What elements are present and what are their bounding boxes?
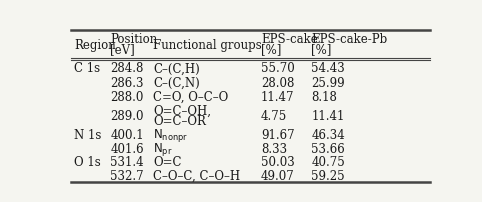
Text: 4.75: 4.75 xyxy=(261,109,287,122)
Text: [eV]: [eV] xyxy=(110,43,135,56)
Text: 289.0: 289.0 xyxy=(110,109,144,122)
Text: 401.6: 401.6 xyxy=(110,142,144,155)
Text: [%]: [%] xyxy=(261,43,281,56)
Text: $\mathrm{N}_{\mathrm{nonpr}}$: $\mathrm{N}_{\mathrm{nonpr}}$ xyxy=(153,126,188,143)
Text: EPS-cake-Pb: EPS-cake-Pb xyxy=(311,33,388,46)
Text: 400.1: 400.1 xyxy=(110,128,144,141)
Text: 288.0: 288.0 xyxy=(110,90,144,103)
Text: 50.03: 50.03 xyxy=(261,156,295,168)
Text: 55.70: 55.70 xyxy=(261,62,295,75)
Text: 8.33: 8.33 xyxy=(261,142,287,155)
Text: 53.66: 53.66 xyxy=(311,142,345,155)
Text: C–(C,H): C–(C,H) xyxy=(153,62,200,75)
Text: [%]: [%] xyxy=(311,43,332,56)
Text: O 1s: O 1s xyxy=(74,156,101,168)
Text: C–(C,N): C–(C,N) xyxy=(153,77,200,90)
Text: EPS-cake: EPS-cake xyxy=(261,33,318,46)
Text: N 1s: N 1s xyxy=(74,128,102,141)
Text: 54.43: 54.43 xyxy=(311,62,345,75)
Text: 49.07: 49.07 xyxy=(261,169,295,182)
Text: $\mathrm{N}_{\mathrm{pr}}$: $\mathrm{N}_{\mathrm{pr}}$ xyxy=(153,140,173,157)
Text: C 1s: C 1s xyxy=(74,62,101,75)
Text: Region: Region xyxy=(74,39,116,52)
Text: C–O–C, C–O–H: C–O–C, C–O–H xyxy=(153,169,241,182)
Text: 286.3: 286.3 xyxy=(110,77,144,90)
Text: 40.75: 40.75 xyxy=(311,156,345,168)
Text: 8.18: 8.18 xyxy=(311,90,337,103)
Text: Functional groups: Functional groups xyxy=(153,39,262,52)
Text: 11.41: 11.41 xyxy=(311,109,345,122)
Text: C=O, O–C–O: C=O, O–C–O xyxy=(153,90,228,103)
Text: 532.7: 532.7 xyxy=(110,169,144,182)
Text: 46.34: 46.34 xyxy=(311,128,345,141)
Text: Position: Position xyxy=(110,33,158,46)
Text: 531.4: 531.4 xyxy=(110,156,144,168)
Text: 28.08: 28.08 xyxy=(261,77,295,90)
Text: O=C–OR: O=C–OR xyxy=(153,115,206,127)
Text: 59.25: 59.25 xyxy=(311,169,345,182)
Text: 284.8: 284.8 xyxy=(110,62,144,75)
Text: 25.99: 25.99 xyxy=(311,77,345,90)
Text: O=C: O=C xyxy=(153,156,182,168)
Text: 91.67: 91.67 xyxy=(261,128,295,141)
Text: 11.47: 11.47 xyxy=(261,90,295,103)
Text: O=C–OH,: O=C–OH, xyxy=(153,104,211,117)
